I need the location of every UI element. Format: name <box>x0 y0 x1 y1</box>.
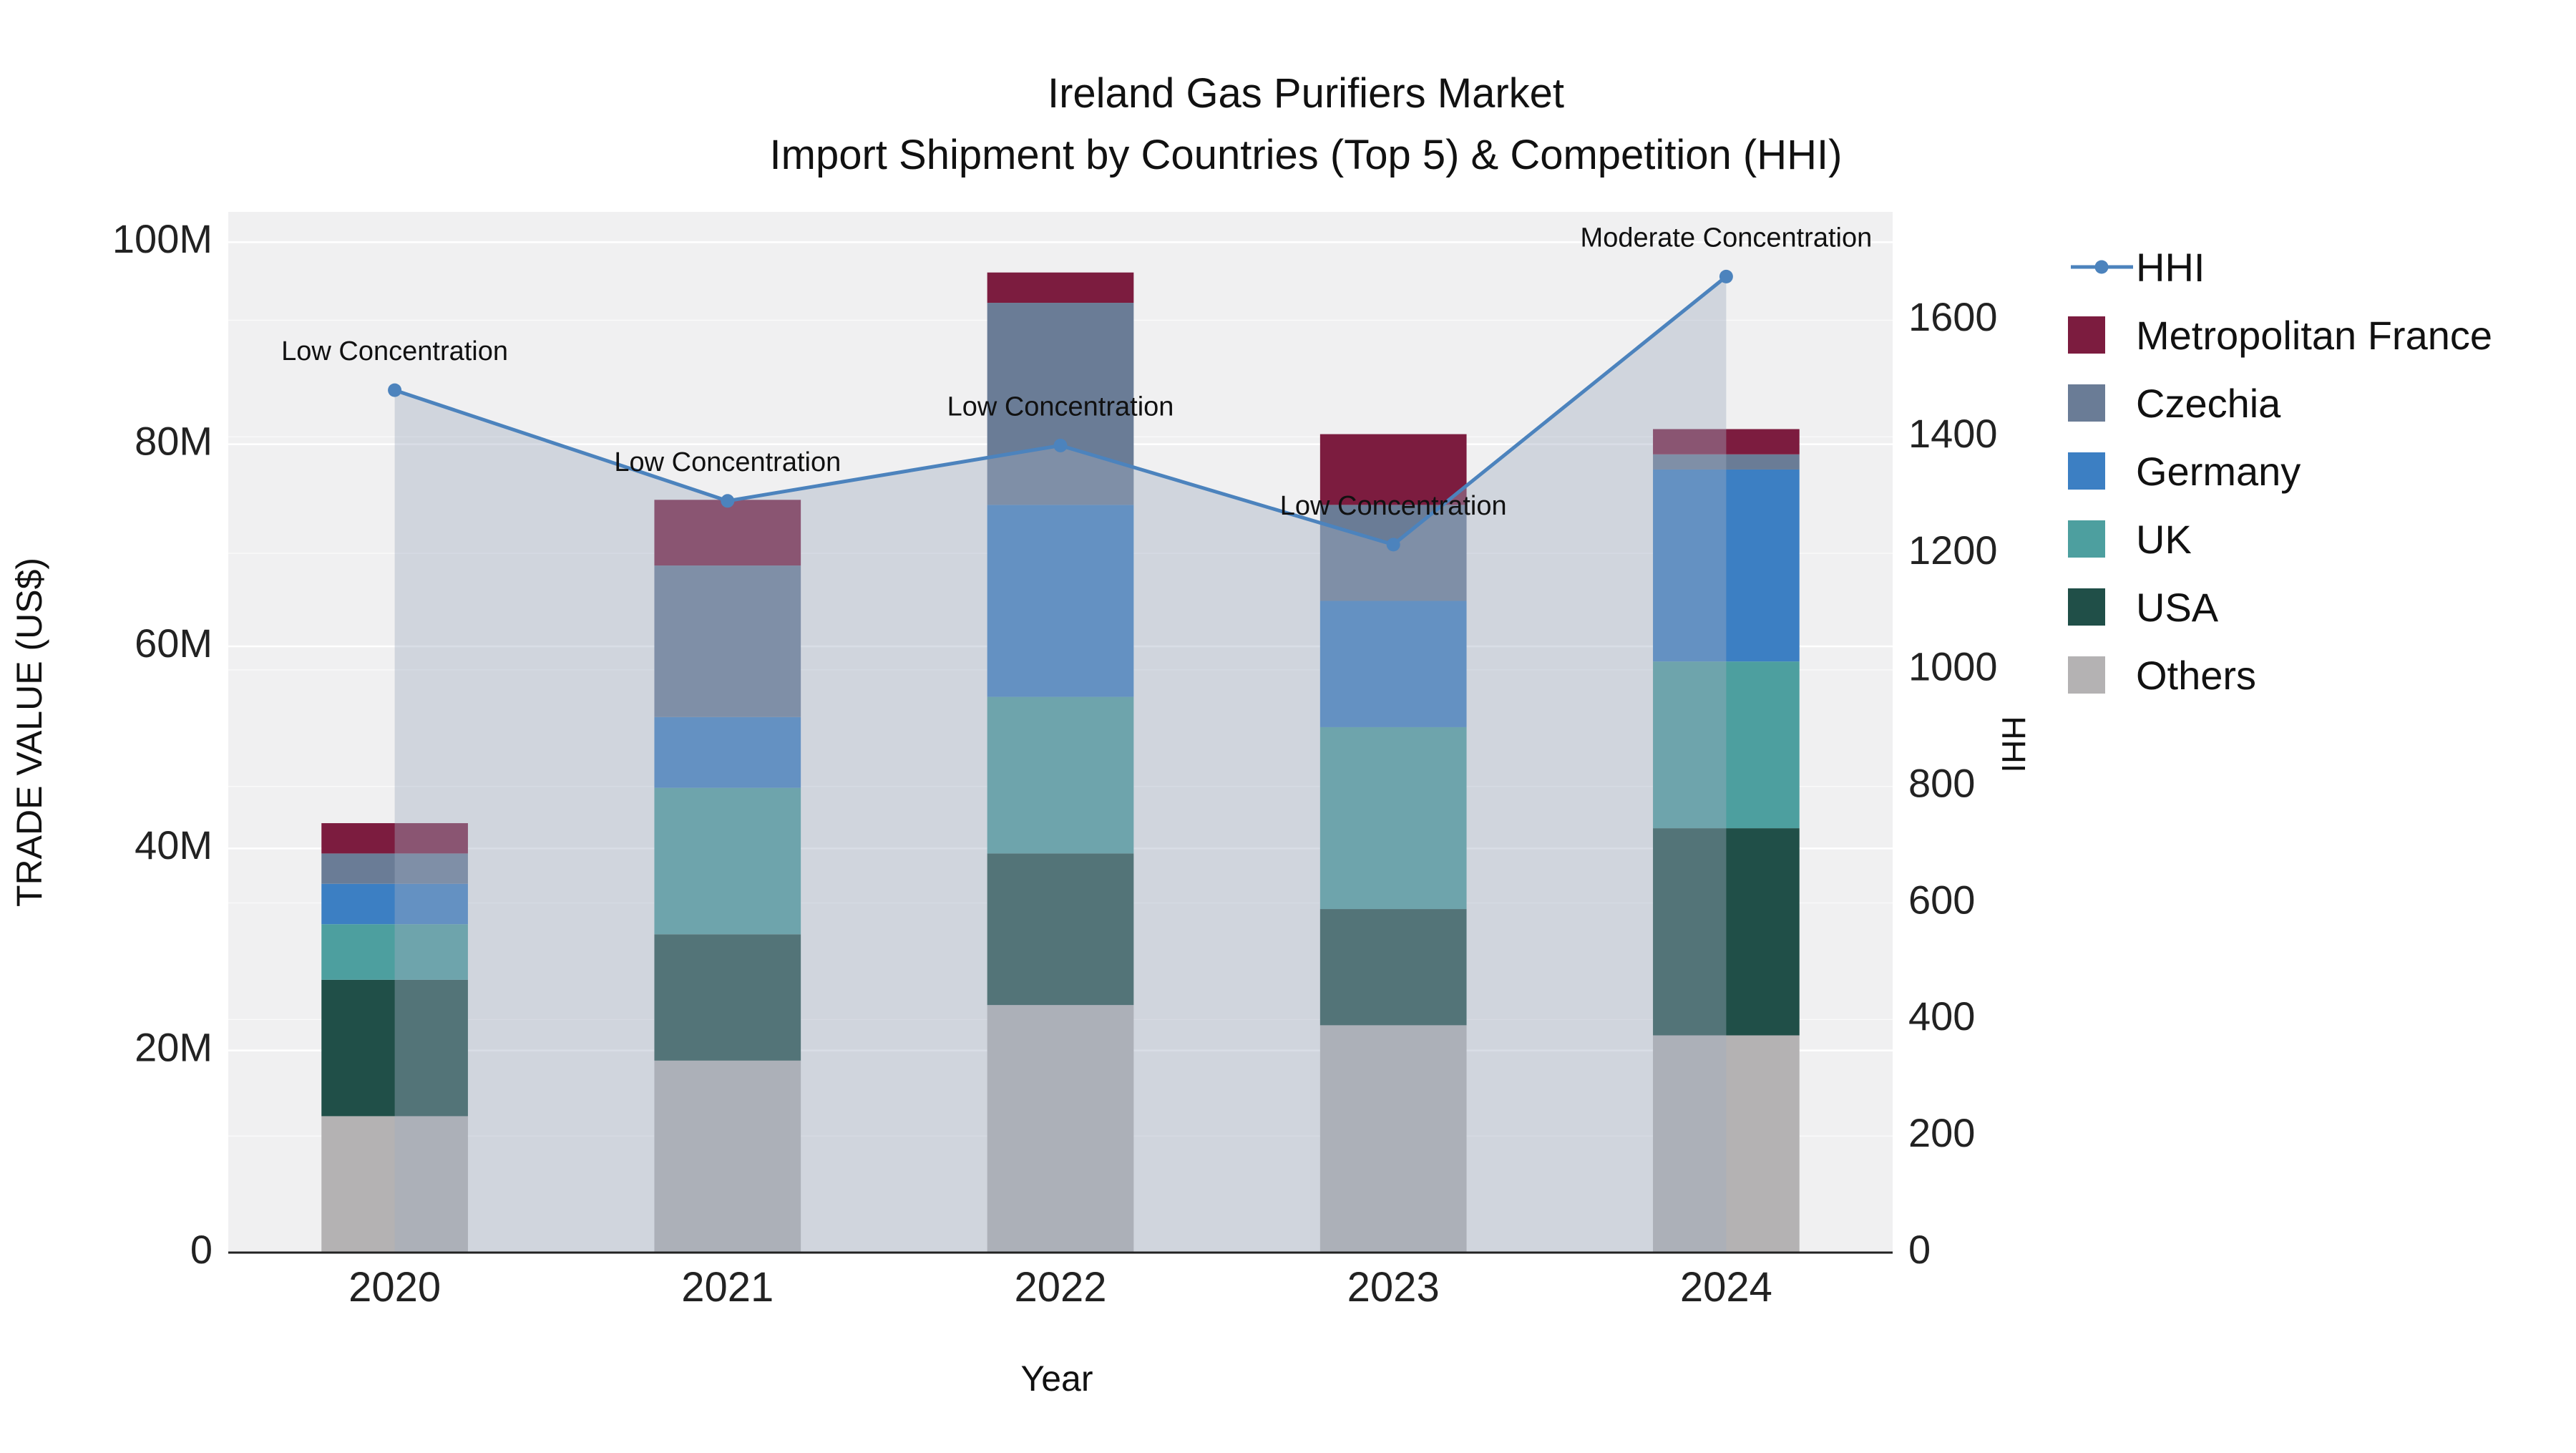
legend-line-icon <box>2068 246 2136 288</box>
x-tick-2021: 2021 <box>681 1264 774 1311</box>
legend-item-germany[interactable]: Germany <box>2068 448 2492 494</box>
bar-segment-uk-2022[interactable] <box>987 696 1134 854</box>
y-axis-title-left: TRADE VALUE (US$) <box>9 558 49 907</box>
hhi-marker-2024[interactable] <box>1719 269 1733 283</box>
annotation-2024: Moderate Concentration <box>1581 223 1873 253</box>
legend-item-metropolitan-france[interactable]: Metropolitan France <box>2068 312 2493 358</box>
y-right-tick-1000: 1000 <box>1908 644 1998 689</box>
legend-label: HHI <box>2136 244 2205 290</box>
annotation-2021: Low Concentration <box>614 447 841 477</box>
legend-label: Metropolitan France <box>2136 312 2493 358</box>
hhi-area-fill <box>394 276 1727 1253</box>
legend-swatch-icon <box>2068 382 2136 424</box>
y-right-tick-200: 200 <box>1908 1110 1975 1155</box>
x-tick-2023: 2023 <box>1347 1264 1440 1311</box>
legend-label: Others <box>2136 652 2257 698</box>
bar-segment-uk-2020[interactable] <box>321 924 468 980</box>
legend-label: UK <box>2136 516 2192 562</box>
bar-segment-uk-2024[interactable] <box>1653 661 1800 829</box>
y-right-tick-1200: 1200 <box>1908 528 1998 573</box>
x-tick-2022: 2022 <box>1014 1264 1106 1311</box>
bar-segment-uk-2023[interactable] <box>1319 726 1467 910</box>
legend-item-usa[interactable]: USA <box>2068 584 2492 630</box>
hhi-marker-2023[interactable] <box>1386 538 1400 552</box>
legend-label: Germany <box>2136 448 2301 494</box>
y-left-tick-20M: 20M <box>135 1024 213 1069</box>
bar-segment-usa-2021[interactable] <box>654 934 801 1061</box>
chart-subtitle: Import Shipment by Countries (Top 5) & C… <box>770 132 1843 178</box>
y-right-tick-1400: 1400 <box>1908 411 1998 456</box>
y-right-tick-600: 600 <box>1908 877 1975 922</box>
bar-segment-uk-2021[interactable] <box>654 787 801 935</box>
annotation-2022: Low Concentration <box>947 392 1174 422</box>
legend-swatch-icon <box>2068 585 2136 628</box>
bar-segment-others-2020[interactable] <box>321 1116 468 1253</box>
bar-segment-czechia-2024[interactable] <box>1653 454 1800 470</box>
y-right-tick-1600: 1600 <box>1908 294 1998 339</box>
bar-segment-metropolitan-france-2022[interactable] <box>987 272 1134 303</box>
bar-segment-metropolitan-france-2021[interactable] <box>654 500 801 566</box>
legend-label: Czechia <box>2136 380 2281 426</box>
hhi-marker-2020[interactable] <box>388 383 402 397</box>
bar-segment-others-2021[interactable] <box>654 1060 801 1253</box>
annotation-2020: Low Concentration <box>281 336 508 366</box>
y-left-tick-100M: 100M <box>112 216 213 261</box>
x-axis-title: Year <box>1020 1359 1093 1399</box>
bar-segment-usa-2023[interactable] <box>1319 909 1467 1026</box>
bar-segment-germany-2020[interactable] <box>321 883 468 925</box>
bar-segment-czechia-2020[interactable] <box>321 853 468 884</box>
legend-swatch-icon <box>2068 314 2136 356</box>
bar-segment-others-2023[interactable] <box>1319 1025 1467 1253</box>
bar-segment-others-2022[interactable] <box>987 1005 1134 1253</box>
bar-segment-czechia-2021[interactable] <box>654 565 801 717</box>
bar-segment-germany-2024[interactable] <box>1653 469 1800 662</box>
legend: HHI Metropolitan France Czechia Germany UK US… <box>2068 244 2493 698</box>
y-left-tick-60M: 60M <box>135 621 213 666</box>
bar-segment-germany-2021[interactable] <box>654 716 801 788</box>
legend-swatch-icon <box>2068 517 2136 560</box>
hhi-marker-2022[interactable] <box>1053 438 1068 452</box>
bar-segment-usa-2024[interactable] <box>1653 828 1800 1036</box>
hhi-marker-2021[interactable] <box>721 494 735 508</box>
bar-segment-usa-2022[interactable] <box>987 853 1134 1006</box>
y-left-tick-80M: 80M <box>135 418 213 463</box>
y-right-tick-400: 400 <box>1908 993 1975 1039</box>
legend-item-uk[interactable]: UK <box>2068 516 2492 562</box>
chart-title: Ireland Gas Purifiers Market <box>1048 70 1564 117</box>
legend-item-others[interactable]: Others <box>2068 652 2492 698</box>
bar-segment-czechia-2023[interactable] <box>1319 505 1467 601</box>
x-tick-2024: 2024 <box>1680 1264 1772 1311</box>
bar-segment-germany-2022[interactable] <box>987 505 1134 697</box>
bar-segment-metropolitan-france-2024[interactable] <box>1653 429 1800 455</box>
bar-segment-usa-2020[interactable] <box>321 979 468 1117</box>
annotation-2023: Low Concentration <box>1280 491 1507 521</box>
bar-segment-germany-2023[interactable] <box>1319 601 1467 727</box>
bar-segment-others-2024[interactable] <box>1653 1035 1800 1253</box>
y-left-tick-0: 0 <box>190 1227 213 1272</box>
legend-item-hhi[interactable]: HHI <box>2068 244 2492 290</box>
y-left-tick-40M: 40M <box>135 822 213 868</box>
legend-item-czechia[interactable]: Czechia <box>2068 380 2492 426</box>
bar-segment-metropolitan-france-2023[interactable] <box>1319 434 1467 505</box>
bar-segment-czechia-2022[interactable] <box>987 303 1134 505</box>
y-right-tick-800: 800 <box>1908 761 1975 806</box>
legend-swatch-icon <box>2068 449 2136 492</box>
y-right-tick-0: 0 <box>1908 1227 1931 1272</box>
x-tick-2020: 2020 <box>348 1264 441 1311</box>
y-axis-title-right: HHI <box>1995 716 2032 772</box>
legend-swatch-icon <box>2068 653 2136 696</box>
bar-segment-metropolitan-france-2020[interactable] <box>321 823 468 854</box>
legend-label: USA <box>2136 584 2219 630</box>
